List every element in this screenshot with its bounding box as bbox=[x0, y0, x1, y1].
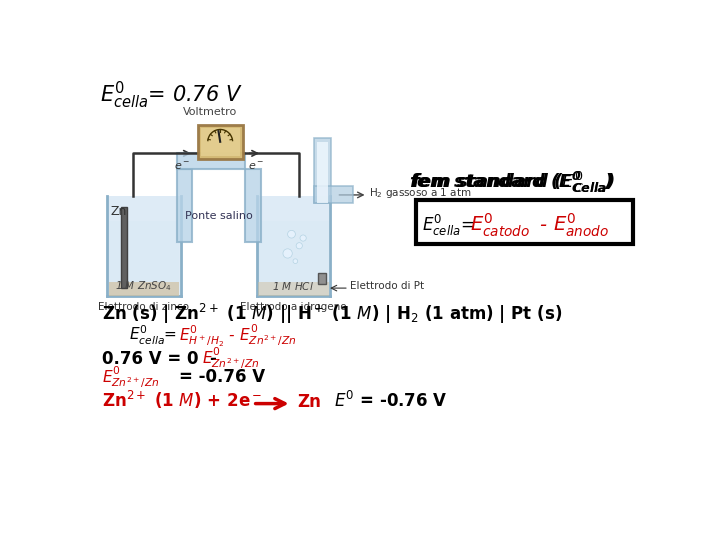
Text: H$_2$ gassoso a 1 atm: H$_2$ gassoso a 1 atm bbox=[369, 186, 472, 200]
Text: $\bfit{fem\ standard\ (}$$\bfit{E^0_{Cella}}$$\bfit{)}$: $\bfit{fem\ standard\ (}$$\bfit{E^0_{Cel… bbox=[409, 170, 616, 195]
Bar bbox=[109, 282, 179, 296]
Text: $E^0_{H^+/H_2}$ - $E^0_{Zn^{2+}/Zn}$: $E^0_{H^+/H_2}$ - $E^0_{Zn^{2+}/Zn}$ bbox=[179, 322, 297, 349]
Bar bbox=[258, 197, 330, 296]
Circle shape bbox=[300, 235, 306, 241]
Text: Elettrodo a idrogeno: Elettrodo a idrogeno bbox=[240, 302, 346, 312]
Circle shape bbox=[283, 249, 292, 258]
Text: 1 $M$ HCl: 1 $M$ HCl bbox=[272, 280, 314, 292]
Circle shape bbox=[293, 259, 297, 264]
Bar bbox=[108, 197, 180, 296]
Text: Zn (s) | Zn$^{2+}$ (1 $M$) || H$^+$ (1 $M$) | H$_2$ (1 atm) | Pt (s): Zn (s) | Zn$^{2+}$ (1 $M$) || H$^+$ (1 $… bbox=[102, 302, 562, 327]
Bar bbox=[177, 153, 245, 168]
Text: $E^0_{Zn^{2+}/Zn}$: $E^0_{Zn^{2+}/Zn}$ bbox=[202, 345, 260, 371]
Text: = -0.76 V: = -0.76 V bbox=[179, 368, 265, 386]
Text: $E^0_{anodo}$: $E^0_{anodo}$ bbox=[554, 212, 610, 239]
Bar bbox=[314, 186, 353, 204]
Bar bbox=[177, 168, 192, 242]
Text: fem standard ($E^0_{Cella}$): fem standard ($E^0_{Cella}$) bbox=[411, 170, 613, 195]
Bar bbox=[121, 207, 127, 288]
Text: Zn: Zn bbox=[111, 205, 127, 218]
Text: Zn: Zn bbox=[297, 394, 322, 411]
Text: $E^0_{catodo}$: $E^0_{catodo}$ bbox=[469, 212, 530, 239]
Circle shape bbox=[296, 242, 302, 249]
Text: $E^0_{cella}$=: $E^0_{cella}$= bbox=[422, 213, 474, 238]
Text: -: - bbox=[539, 216, 546, 235]
Text: Ponte salino: Ponte salino bbox=[185, 211, 253, 221]
Text: $E^0_{cella}$= 0.76 V: $E^0_{cella}$= 0.76 V bbox=[100, 79, 243, 111]
Text: Zn$^{2+}$ (1 $M$) + 2e$^-$: Zn$^{2+}$ (1 $M$) + 2e$^-$ bbox=[102, 389, 262, 411]
Text: $e^-$: $e^-$ bbox=[248, 161, 265, 172]
Text: Elettrodo di Pt: Elettrodo di Pt bbox=[351, 281, 425, 291]
Bar bbox=[314, 138, 331, 204]
Text: $E^0_{Zn^{2+}/Zn}$: $E^0_{Zn^{2+}/Zn}$ bbox=[102, 363, 159, 389]
Bar bbox=[245, 168, 261, 242]
Bar bbox=[415, 200, 632, 244]
Bar bbox=[258, 221, 329, 296]
Bar bbox=[318, 273, 325, 284]
Bar bbox=[317, 142, 328, 204]
Bar bbox=[198, 125, 243, 159]
Text: $E^0$ = -0.76 V: $E^0$ = -0.76 V bbox=[334, 392, 448, 411]
Bar bbox=[258, 282, 329, 296]
Text: $E^0_{cella}$=: $E^0_{cella}$= bbox=[129, 324, 177, 347]
Text: 1 $M$ ZnSO$_4$: 1 $M$ ZnSO$_4$ bbox=[115, 280, 172, 293]
Bar bbox=[201, 128, 240, 156]
Text: $e^-$: $e^-$ bbox=[174, 161, 191, 172]
Circle shape bbox=[287, 231, 295, 238]
Bar bbox=[109, 221, 179, 296]
Text: Elettrodo di zinco: Elettrodo di zinco bbox=[98, 302, 189, 312]
Text: 0.76 V = 0  -: 0.76 V = 0 - bbox=[102, 349, 217, 368]
Text: Voltmetro: Voltmetro bbox=[183, 107, 238, 117]
